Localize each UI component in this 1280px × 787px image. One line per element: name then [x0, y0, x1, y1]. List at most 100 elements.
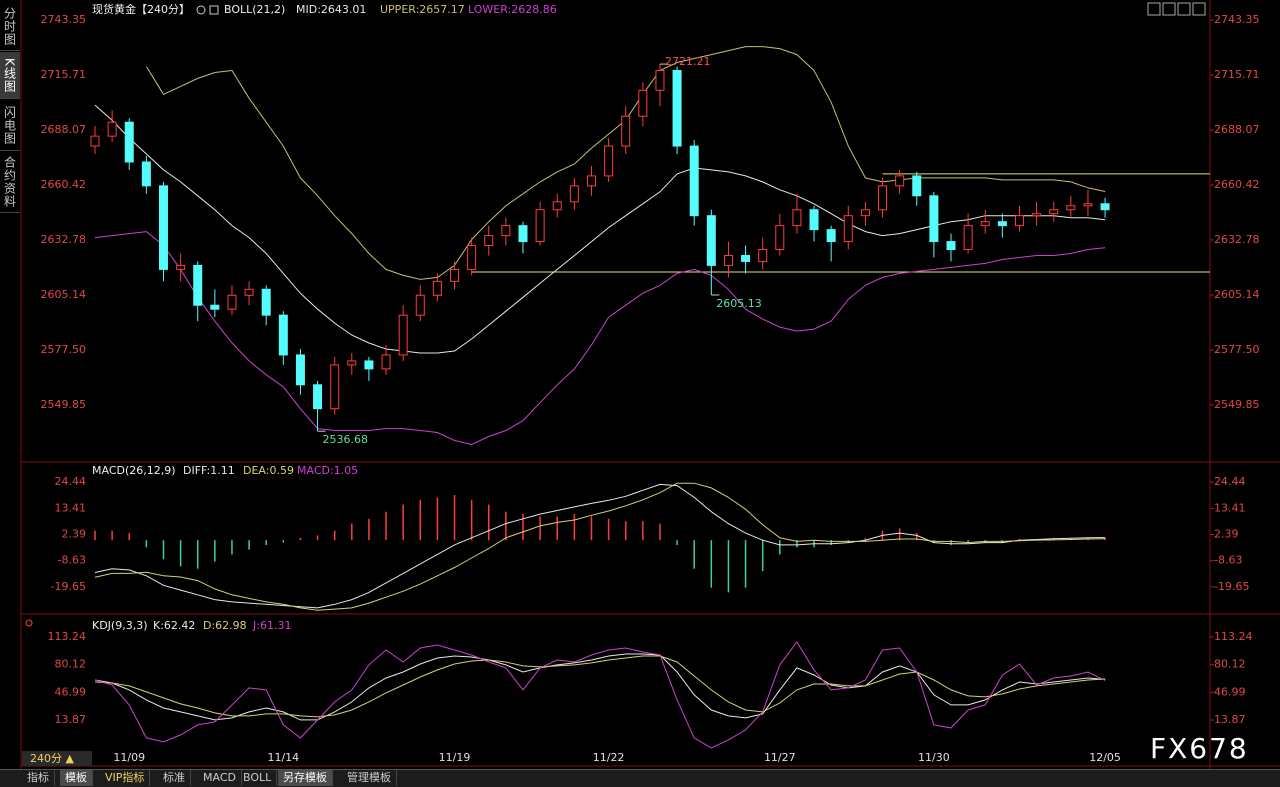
candle-body: [432, 280, 442, 296]
indicator-line: [94, 655, 1106, 718]
y-tick-label: 2688.07: [41, 123, 87, 136]
y-tick-label: 113.24: [48, 630, 87, 643]
y-tick-label: 2660.42: [41, 178, 87, 191]
bottom-tab[interactable]: 指标: [22, 770, 55, 786]
y-tick-label: 2549.85: [41, 398, 87, 411]
candle-body: [107, 121, 117, 137]
sidebar-tab[interactable]: 合约资料: [0, 152, 20, 213]
sidebar-tab[interactable]: 分时图: [0, 2, 20, 51]
y-tick-label: 13.87: [55, 713, 87, 726]
indicator-icon[interactable]: [209, 5, 219, 15]
candle-body: [158, 185, 168, 270]
settings-icon[interactable]: [25, 619, 33, 627]
candle-body: [176, 264, 186, 270]
y-tick-label: -19.65: [51, 580, 86, 593]
candle-body: [1100, 203, 1110, 211]
y-tick-label: 2605.14: [1214, 288, 1260, 301]
period-label[interactable]: 240分 ▲: [30, 752, 74, 765]
bottom-tab[interactable]: 标准: [158, 770, 191, 786]
candle-body: [141, 161, 151, 187]
candle-body: [672, 69, 682, 147]
candle-body: [278, 314, 288, 356]
x-tick-label: 12/05: [1089, 751, 1121, 764]
indicator-name: KDJ(9,3,3): [92, 619, 148, 632]
y-tick-label: 2660.42: [1214, 178, 1260, 191]
x-tick-label: 11/19: [439, 751, 471, 764]
candle-body: [723, 254, 733, 266]
bottom-tab[interactable]: 模板: [60, 770, 93, 786]
candle-body: [1032, 213, 1042, 217]
candle-body: [758, 249, 768, 262]
candle-body: [895, 175, 905, 187]
candle-body: [809, 209, 819, 231]
legend-entry: DIFF:1.11: [183, 464, 235, 477]
y-tick-label: 2743.35: [1214, 13, 1260, 26]
chart: 现货黄金【240分】 BOLL(21,2) MACD(26,12,9) KDJ(…: [20, 0, 1280, 769]
y-tick-label: 24.44: [55, 475, 87, 488]
candle-body: [963, 225, 973, 251]
period-box[interactable]: [22, 751, 92, 766]
candle-body: [398, 314, 408, 356]
candle-body: [193, 264, 203, 306]
tool-button[interactable]: [1192, 2, 1206, 16]
legend-entry: K:62.42: [153, 619, 195, 632]
tool-button[interactable]: [1147, 2, 1161, 16]
tool-button[interactable]: [1162, 2, 1176, 16]
x-tick-label: 11/14: [267, 751, 299, 764]
candle-body: [381, 354, 391, 370]
y-tick-label: 2688.07: [1214, 123, 1260, 136]
indicator-line: [94, 483, 1106, 609]
indicator-line: [94, 104, 1106, 354]
sidebar-tab[interactable]: K线图: [0, 52, 20, 99]
candle-body: [946, 241, 956, 251]
x-tick-label: 11/09: [113, 751, 145, 764]
candle-body: [586, 175, 596, 187]
legend-entry: MID:2643.01: [296, 3, 366, 16]
bottom-tab[interactable]: 管理模板: [342, 770, 397, 786]
candle-body: [124, 121, 134, 163]
collapse-icon[interactable]: [196, 5, 206, 15]
y-tick-label: 2743.35: [41, 13, 87, 26]
y-tick-label: -8.63: [58, 554, 86, 567]
bottom-tab[interactable]: VIP指标: [100, 770, 151, 786]
y-tick-label: 80.12: [55, 658, 87, 671]
y-tick-label: 2.39: [62, 528, 87, 541]
bottom-tab[interactable]: MACD: [198, 770, 242, 786]
indicator-line: [94, 641, 1106, 749]
candle-body: [689, 145, 699, 217]
candle-body: [90, 135, 100, 147]
y-tick-label: 13.41: [1214, 501, 1246, 514]
bottom-tab[interactable]: BOLL: [238, 770, 278, 786]
candle-body: [792, 209, 802, 227]
extreme-label: 2721.21: [665, 55, 711, 68]
watermark: FX678: [1150, 732, 1249, 765]
candle-body: [929, 195, 939, 243]
candle-body: [518, 225, 528, 243]
y-tick-label: -8.63: [1214, 554, 1242, 567]
candle-body: [1014, 215, 1024, 227]
bottom-tab[interactable]: 另存模板: [278, 770, 333, 786]
y-tick-label: 2.39: [1214, 528, 1239, 541]
candle-body: [997, 221, 1007, 227]
candle-body: [1049, 209, 1059, 215]
candle-body: [1066, 205, 1076, 211]
y-tick-label: 13.87: [1214, 713, 1246, 726]
y-tick-label: 46.99: [1214, 685, 1246, 698]
y-tick-label: 24.44: [1214, 475, 1246, 488]
candle-body: [980, 221, 990, 227]
legend-entry: D:62.98: [203, 619, 247, 632]
tool-button[interactable]: [1177, 2, 1191, 16]
candle-body: [638, 89, 648, 117]
bottom-bar: [0, 769, 1280, 787]
candle-body: [450, 268, 460, 282]
y-tick-label: 2549.85: [1214, 398, 1260, 411]
legend-entry: MACD:1.05: [297, 464, 358, 477]
candle-body: [467, 245, 477, 270]
y-tick-label: 113.24: [1214, 630, 1253, 643]
candle-body: [313, 384, 323, 410]
candle-body: [860, 209, 870, 217]
candle-body: [501, 225, 511, 237]
candle-body: [912, 175, 922, 197]
indicator-line: [94, 653, 1106, 721]
sidebar-tab[interactable]: 闪电图: [0, 100, 20, 151]
